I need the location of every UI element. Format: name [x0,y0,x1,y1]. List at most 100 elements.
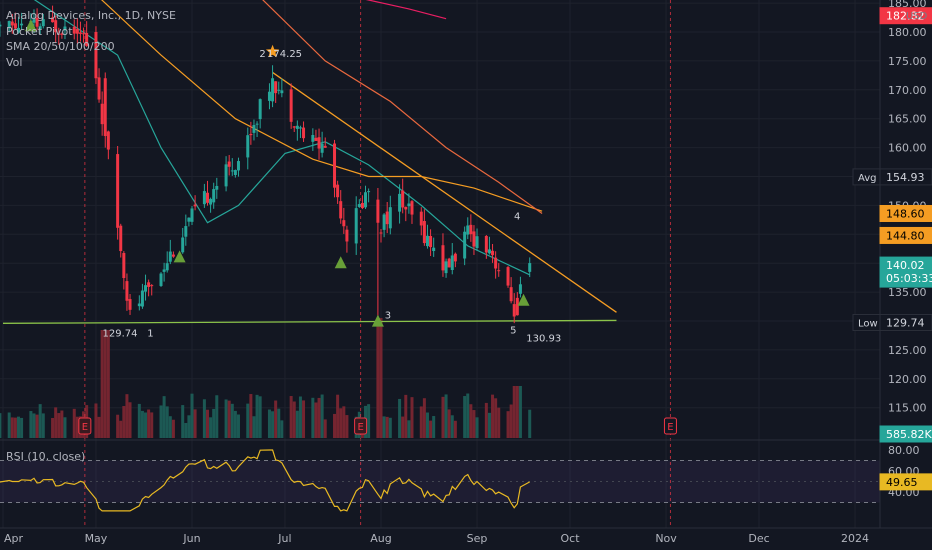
candle-body [314,137,318,141]
time-axis[interactable]: Apr May Jun Jul Aug Sep Oct Nov Dec 2024 [4,532,869,545]
volume-bar [506,411,510,438]
candle-body [224,164,228,187]
candle-body [255,123,259,125]
volume-bar [162,396,166,438]
symbol-title[interactable]: Analog Devices, Inc., 1D, NYSE [6,9,176,22]
candle-body [472,231,476,247]
pivot-label: 3 [385,311,391,322]
volume-bar [388,417,392,438]
price-badge-value: 148.60 [886,207,925,220]
candle-body [168,251,172,262]
candle-body [453,253,457,262]
candle-body [429,236,433,248]
rsi-tick-label: 80.00 [888,444,920,457]
time-tick-label: Oct [560,532,580,545]
volume-bar [472,410,476,438]
sma-line [365,0,447,20]
candle-body [57,33,61,35]
price-badge-tag [852,168,881,186]
volume-bar [103,330,107,438]
volume-bar [274,400,278,438]
indicator-sma[interactable]: SMA 20/50/100/200 [6,40,115,53]
volume-bar [54,407,58,438]
pivot-label: 1 [147,329,153,340]
candle-body [125,281,129,301]
candle-body [249,133,253,136]
candle-body [246,135,250,158]
volume-bar [404,394,408,438]
indicator-pocket-pivot[interactable]: Pocket Pivot [6,25,73,38]
volume-bar [314,402,318,438]
volume-bar [236,414,240,438]
candle-body [187,217,191,222]
price-tick-label: 175.00 [888,55,927,68]
candle-body [450,255,454,271]
candle-body [398,193,402,212]
candle-body [72,26,76,34]
volume-bar [159,405,163,438]
volume-bar [422,398,426,438]
volume-bar [165,406,169,438]
candle-body [419,211,423,226]
volume-bar [280,420,284,438]
volume-bar [497,407,501,438]
volume-bar [51,417,55,438]
volume-bar [106,330,110,438]
volume-bar [267,409,271,438]
rsi-title[interactable]: RSI (10, close) [6,450,85,463]
candle-body [360,202,364,209]
candle-body [171,254,175,257]
price-badge-label: Avg [858,173,877,184]
volume-bar [193,409,197,438]
rsi-panel [0,460,880,503]
candle-body [292,126,296,128]
candle-body [379,232,383,234]
candle-body [401,190,405,208]
chart-legend: Analog Devices, Inc., 1D, NYSE Pocket Pi… [6,9,176,463]
candle-body [193,204,197,207]
price-badge [879,473,932,491]
trendline [272,71,617,313]
candle-body [212,189,216,203]
indicator-volume[interactable]: Vol [6,56,22,69]
rsi-line [0,449,530,512]
volume-bar [320,394,324,438]
candle-body [159,273,163,286]
price-badge [879,256,932,288]
volume-bar [419,406,423,438]
volume-bar [168,416,172,438]
earnings-marker [78,417,92,435]
candle-body [311,135,315,142]
sma-line [33,0,530,276]
candle-body [230,170,234,172]
candle-body [512,304,516,317]
price-badge [879,7,932,25]
volume-bar [150,412,154,438]
candle-body [209,198,213,205]
candle-body [342,220,346,227]
volume-bar [32,413,36,438]
moving-averages [33,0,543,276]
volume-bar [181,405,185,438]
price-tick-label: 180.00 [888,26,927,39]
candle-body [317,137,321,149]
candle-body [515,297,519,316]
candle-body [509,287,513,302]
candle-body [144,285,148,292]
price-badge-countdown: 05:03:33 [886,272,932,285]
candle-body [54,20,58,33]
volume-bar [224,399,228,438]
candle-body [475,236,479,249]
volume-bar [13,417,17,438]
price-tick-label: 120.00 [888,373,927,386]
candle-body [181,237,185,253]
volume-bar [125,394,129,438]
volume-bar [38,404,42,438]
candle-body [528,263,532,272]
candle-body [13,23,17,29]
volume-bar [94,403,98,438]
